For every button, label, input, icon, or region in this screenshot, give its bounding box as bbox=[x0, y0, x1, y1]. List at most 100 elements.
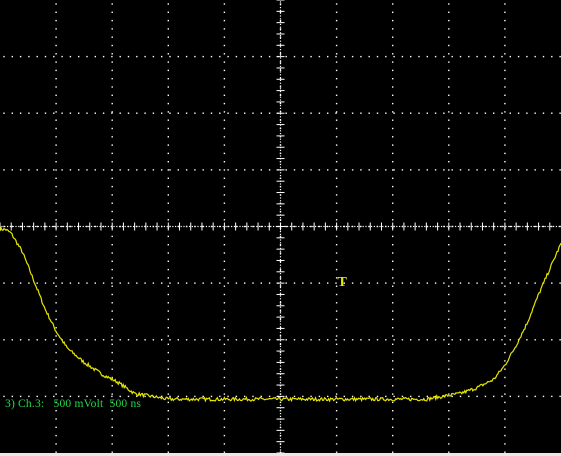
grid-dot bbox=[235, 339, 238, 341]
grid-dot bbox=[368, 282, 370, 284]
channel-status-line: 3) Ch.3: 500 mVolt 500 ns bbox=[5, 398, 141, 410]
grid-dot bbox=[78, 169, 80, 171]
grid-dot bbox=[448, 385, 450, 387]
center-axis-dot bbox=[279, 390, 282, 392]
grid-dot bbox=[504, 410, 506, 412]
grid-dot bbox=[443, 169, 445, 171]
grid-dot bbox=[161, 112, 163, 114]
grid-dot bbox=[484, 169, 487, 171]
grid-dot bbox=[252, 55, 254, 58]
center-axis-dot bbox=[279, 365, 282, 367]
grid-dot bbox=[484, 112, 487, 114]
trigger-marker: T bbox=[338, 275, 348, 290]
grid-dot bbox=[279, 86, 282, 88]
grid-dot bbox=[223, 376, 226, 379]
grid-dot bbox=[509, 395, 511, 398]
grid-dot bbox=[459, 282, 462, 284]
grid-dot bbox=[111, 210, 113, 213]
grid-dot bbox=[111, 235, 113, 238]
grid-dot bbox=[448, 343, 450, 345]
grid-dot bbox=[504, 385, 506, 387]
center-axis-dot bbox=[480, 225, 482, 228]
grid-dot bbox=[167, 426, 169, 428]
grid-dot bbox=[167, 69, 169, 72]
grid-dot bbox=[102, 339, 105, 341]
grid-dot bbox=[293, 55, 296, 58]
grid-dot bbox=[448, 293, 450, 296]
grid-dot bbox=[335, 61, 338, 63]
center-axis-dot bbox=[279, 205, 282, 207]
grid-dot bbox=[504, 102, 506, 105]
grid-dot bbox=[167, 360, 169, 362]
grid-dot bbox=[318, 282, 321, 284]
grid-dot bbox=[86, 55, 88, 58]
grid-dot bbox=[279, 235, 282, 238]
center-axis-dot bbox=[457, 225, 459, 228]
grid-dot bbox=[53, 55, 55, 58]
grid-dot bbox=[551, 112, 553, 114]
center-axis-dot bbox=[331, 225, 333, 228]
grid-dot bbox=[448, 3, 450, 5]
center-axis-dot bbox=[279, 231, 282, 233]
grid-dot bbox=[542, 395, 545, 398]
center-axis-dot bbox=[208, 225, 210, 228]
center-axis-dot bbox=[228, 225, 230, 228]
grid-dot bbox=[468, 55, 470, 58]
center-axis-dot bbox=[279, 46, 282, 48]
grid-dot bbox=[28, 225, 30, 228]
grid-dot bbox=[368, 169, 370, 171]
grid-dot bbox=[169, 169, 171, 171]
grid-dot bbox=[55, 368, 57, 370]
center-axis-dot bbox=[279, 116, 282, 118]
grid-dot bbox=[335, 268, 338, 271]
grid-dot bbox=[55, 102, 57, 105]
grid-dot bbox=[476, 55, 478, 58]
grid-dot bbox=[78, 395, 80, 398]
grid-dot bbox=[534, 225, 536, 228]
center-axis-dot bbox=[446, 225, 448, 228]
grid-dot bbox=[55, 451, 57, 453]
grid-dot bbox=[448, 111, 450, 113]
grid-dot bbox=[392, 78, 394, 80]
grid-dot bbox=[343, 55, 345, 58]
grid-dot bbox=[448, 260, 450, 262]
grid-dot bbox=[310, 282, 312, 284]
center-axis-dot bbox=[279, 1, 282, 3]
grid-dot bbox=[167, 152, 169, 155]
grid-dot bbox=[53, 169, 55, 171]
grid-dot bbox=[78, 112, 80, 114]
grid-dot bbox=[223, 401, 226, 404]
grid-dot bbox=[202, 169, 204, 171]
grid-dot bbox=[28, 339, 30, 341]
grid-dot bbox=[401, 282, 404, 284]
grid-dot bbox=[244, 169, 246, 171]
center-axis-dot bbox=[261, 225, 263, 228]
center-axis-dot bbox=[558, 225, 560, 228]
grid-dot bbox=[167, 327, 169, 329]
center-axis-dot bbox=[279, 130, 282, 132]
grid-dot bbox=[3, 112, 5, 114]
grid-dot bbox=[392, 443, 394, 445]
grid-dot bbox=[327, 395, 329, 398]
grid-dot bbox=[19, 169, 22, 171]
grid-dot bbox=[167, 111, 169, 113]
grid-dot bbox=[69, 225, 72, 228]
grid-dot bbox=[177, 112, 179, 114]
grid-dot bbox=[252, 169, 254, 171]
grid-dot bbox=[55, 434, 57, 437]
grid-dot bbox=[167, 161, 169, 163]
center-axis-dot bbox=[116, 225, 118, 228]
grid-dot bbox=[327, 339, 329, 341]
grid-dot bbox=[279, 69, 282, 72]
grid-dot bbox=[167, 351, 169, 354]
grid-dot bbox=[468, 169, 470, 171]
center-axis-dot bbox=[191, 225, 193, 228]
center-axis-dot bbox=[279, 273, 282, 275]
center-axis-dot bbox=[147, 225, 149, 228]
center-axis-dot bbox=[279, 393, 282, 395]
grid-dot bbox=[343, 282, 345, 284]
center-axis-dot bbox=[435, 225, 437, 228]
grid-dot bbox=[55, 36, 57, 38]
grid-dot bbox=[504, 86, 506, 88]
center-axis-dot bbox=[279, 68, 282, 70]
